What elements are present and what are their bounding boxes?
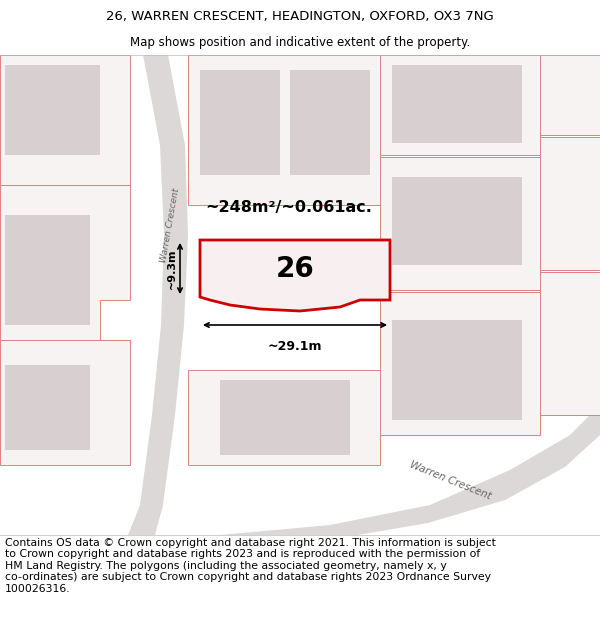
- Bar: [220, 380, 350, 455]
- Text: 26, WARREN CRESCENT, HEADINGTON, OXFORD, OX3 7NG: 26, WARREN CRESCENT, HEADINGTON, OXFORD,…: [106, 10, 494, 23]
- Bar: [5, 65, 100, 155]
- Polygon shape: [200, 240, 390, 311]
- Polygon shape: [380, 157, 540, 290]
- Bar: [5, 215, 90, 325]
- Polygon shape: [540, 137, 600, 270]
- Text: 26: 26: [275, 255, 314, 283]
- Polygon shape: [128, 55, 188, 535]
- Text: ~29.1m: ~29.1m: [268, 340, 322, 353]
- Text: ~9.3m: ~9.3m: [167, 249, 177, 289]
- Polygon shape: [540, 272, 600, 415]
- Polygon shape: [188, 370, 380, 465]
- Polygon shape: [0, 55, 130, 185]
- Polygon shape: [0, 185, 130, 340]
- Text: Warren Crescent: Warren Crescent: [408, 459, 492, 501]
- Polygon shape: [188, 55, 380, 205]
- Bar: [5, 365, 90, 450]
- Text: Warren Crescent: Warren Crescent: [159, 187, 181, 263]
- Bar: [200, 70, 280, 175]
- Text: Map shows position and indicative extent of the property.: Map shows position and indicative extent…: [130, 36, 470, 49]
- Bar: [290, 70, 370, 175]
- Polygon shape: [0, 340, 130, 465]
- Text: ~248m²/~0.061ac.: ~248m²/~0.061ac.: [205, 200, 372, 215]
- Text: Contains OS data © Crown copyright and database right 2021. This information is : Contains OS data © Crown copyright and d…: [5, 538, 496, 594]
- Bar: [392, 177, 522, 265]
- Polygon shape: [380, 292, 540, 435]
- Bar: [392, 65, 522, 143]
- Polygon shape: [540, 55, 600, 135]
- Polygon shape: [200, 405, 600, 547]
- Bar: [392, 320, 522, 420]
- Polygon shape: [380, 55, 540, 155]
